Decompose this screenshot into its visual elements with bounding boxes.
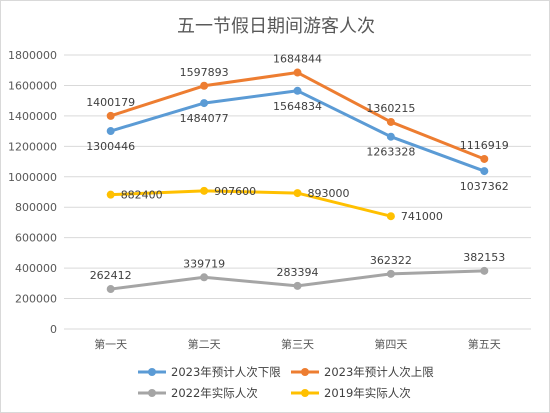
y-tick-label: 800000 [15, 201, 57, 214]
data-label: 382153 [463, 251, 505, 264]
y-tick-label: 600000 [15, 232, 57, 245]
y-tick-label: 0 [50, 323, 57, 336]
legend-marker [148, 389, 156, 397]
data-label: 1564834 [273, 100, 322, 113]
data-point [480, 154, 489, 163]
gridlines [64, 54, 531, 330]
data-point [200, 186, 209, 195]
legend-label: 2023年预计人次上限 [324, 365, 434, 379]
data-point [293, 86, 302, 95]
y-tick-label: 1200000 [8, 140, 57, 153]
x-tick-label: 第四天 [374, 337, 407, 351]
y-tick-label: 1600000 [8, 79, 57, 92]
legend-label: 2019年实际人次 [324, 386, 411, 400]
data-label: 1597893 [180, 66, 229, 79]
data-label: 362322 [370, 254, 412, 267]
data-point [293, 68, 302, 77]
x-axis: 第一天 第二天 第三天 第四天 第五天 [94, 337, 501, 351]
data-point [293, 189, 302, 198]
data-labels: 1300446 1484077 1564834 1263328 1037362 14001… [86, 53, 509, 283]
data-label: 1116919 [460, 139, 509, 152]
y-tick-label: 1800000 [8, 49, 57, 62]
data-label: 1300446 [86, 140, 135, 153]
data-point [200, 273, 209, 282]
data-point [480, 167, 489, 176]
data-label: 882400 [121, 189, 163, 202]
x-tick-label: 第二天 [188, 337, 221, 351]
data-label: 741000 [401, 210, 443, 223]
data-point [386, 132, 395, 141]
data-label: 1684844 [273, 53, 322, 66]
data-point [480, 266, 489, 275]
data-point [200, 81, 209, 90]
data-label: 1263328 [366, 146, 415, 159]
legend-label: 2023年预计人次下限 [171, 365, 281, 379]
data-point [106, 190, 115, 199]
legend-marker [148, 368, 156, 376]
data-label: 339719 [183, 257, 225, 270]
y-tick-label: 1400000 [8, 110, 57, 123]
x-tick-label: 第一天 [94, 337, 127, 351]
data-label: 283394 [277, 266, 319, 279]
data-point [293, 281, 302, 290]
data-label: 1484077 [180, 112, 229, 125]
data-label: 1360215 [366, 102, 415, 115]
y-tick-label: 1000000 [8, 171, 57, 184]
series-line [109, 189, 393, 218]
x-tick-label: 第三天 [281, 337, 314, 351]
legend-marker [301, 368, 309, 376]
data-point [386, 117, 395, 126]
data-point [106, 127, 115, 136]
chart-title: 五一节假日期间游客人次 [177, 16, 375, 37]
data-label: 262412 [90, 269, 132, 282]
data-label: 1400179 [86, 96, 135, 109]
data-point [200, 99, 209, 108]
legend: 2023年预计人次下限 2023年预计人次上限 2022年实际人次 2019年实际人次 [138, 365, 434, 400]
y-tick-label: 200000 [15, 293, 57, 306]
y-axis: 0 200000 400000 600000 800000 1000000 1200000 1… [8, 49, 57, 336]
data-point [386, 212, 395, 221]
data-label: 1037362 [460, 180, 509, 193]
data-point [106, 285, 115, 294]
legend-label: 2022年实际人次 [171, 386, 258, 400]
data-point [106, 111, 115, 120]
legend-marker [301, 389, 309, 397]
data-label: 893000 [308, 187, 350, 200]
data-point [386, 269, 395, 278]
data-label: 907600 [214, 185, 256, 198]
x-tick-label: 第五天 [468, 337, 501, 351]
y-tick-label: 400000 [15, 262, 57, 275]
series-group [106, 68, 489, 294]
